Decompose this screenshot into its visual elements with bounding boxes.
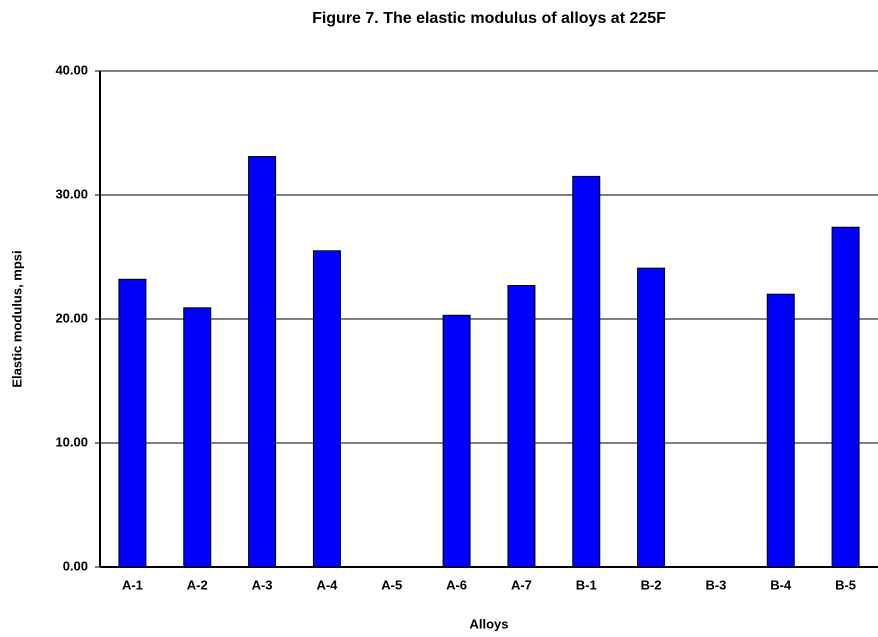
- bar: [637, 267, 666, 568]
- y-axis-title: Elastic modulus, mpsi: [9, 250, 24, 387]
- x-tick-label: A-4: [316, 577, 338, 592]
- x-tick-label: B-5: [835, 577, 856, 592]
- y-tick-label: 0.00: [63, 558, 88, 573]
- y-tick-label: 20.00: [55, 310, 88, 325]
- bar: [442, 314, 471, 568]
- x-axis-title: Alloys: [469, 616, 508, 631]
- bar: [248, 156, 277, 568]
- x-tick-label: B-2: [641, 577, 662, 592]
- x-tick-label: A-3: [252, 577, 273, 592]
- x-tick-label: A-6: [446, 577, 467, 592]
- bar: [766, 293, 795, 568]
- x-tick-label: B-3: [705, 577, 726, 592]
- bar: [118, 278, 147, 568]
- y-tick-label: 40.00: [55, 62, 88, 77]
- x-tick-label: A-2: [187, 577, 208, 592]
- x-tick-label: A-7: [511, 577, 532, 592]
- bar: [572, 175, 601, 568]
- x-tick-label: B-4: [770, 577, 792, 592]
- x-tick-label: B-1: [576, 577, 597, 592]
- bar: [183, 307, 212, 568]
- x-tick-label: A-1: [122, 577, 143, 592]
- bar: [831, 226, 860, 568]
- chart-title: Figure 7. The elastic modulus of alloys …: [312, 10, 666, 27]
- bar: [507, 285, 536, 568]
- y-tick-label: 10.00: [55, 434, 88, 449]
- x-tick-label: A-5: [381, 577, 402, 592]
- y-tick-label: 30.00: [55, 186, 88, 201]
- bar: [312, 250, 341, 568]
